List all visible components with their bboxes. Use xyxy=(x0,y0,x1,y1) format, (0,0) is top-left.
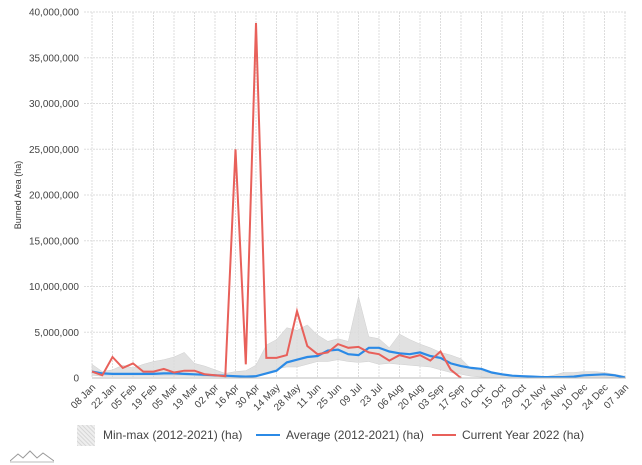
mountain-logo-icon xyxy=(10,450,54,463)
x-tick-label: 09 Jul xyxy=(338,382,365,409)
grid xyxy=(84,11,626,378)
average-swatch-icon xyxy=(256,434,280,436)
current-year-swatch-icon xyxy=(432,434,456,436)
y-tick-label: 30,000,000 xyxy=(29,99,79,110)
burned-area-chart: 0 5,000,000 10,000,000 15,000,000 20,000,000… xyxy=(13,8,631,414)
current-year-line xyxy=(91,22,462,379)
y-tick-label: 20,000,000 xyxy=(29,191,79,202)
y-tick-label: 15,000,000 xyxy=(29,236,79,247)
legend-label-current-year: Current Year 2022 (ha) xyxy=(462,428,585,442)
y-tick-label: 10,000,000 xyxy=(29,282,79,293)
y-axis-label: Burned Area (ha) xyxy=(13,161,23,230)
legend-label-average: Average (2012-2021) (ha) xyxy=(286,428,424,442)
y-tick-label: 25,000,000 xyxy=(29,145,79,156)
y-tick-label: 5,000,000 xyxy=(35,328,80,339)
y-axis: 0 5,000,000 10,000,000 15,000,000 20,000,000… xyxy=(29,8,80,385)
min-max-area xyxy=(91,296,626,378)
legend-label-min-max: Min-max (2012-2021) (ha) xyxy=(103,428,243,442)
legend-item-min-max[interactable]: Min-max (2012-2021) (ha) xyxy=(77,424,242,446)
min-max-swatch-icon xyxy=(77,424,95,446)
legend-item-current-year[interactable]: Current Year 2022 (ha) xyxy=(432,424,584,446)
average-line xyxy=(91,346,626,379)
y-tick-label: 0 xyxy=(73,374,79,385)
y-tick-label: 40,000,000 xyxy=(29,8,79,19)
y-tick-label: 35,000,000 xyxy=(29,53,79,64)
legend: Min-max (2012-2021) (ha) Average (2012-2… xyxy=(0,424,642,446)
legend-item-average[interactable]: Average (2012-2021) (ha) xyxy=(256,424,424,446)
